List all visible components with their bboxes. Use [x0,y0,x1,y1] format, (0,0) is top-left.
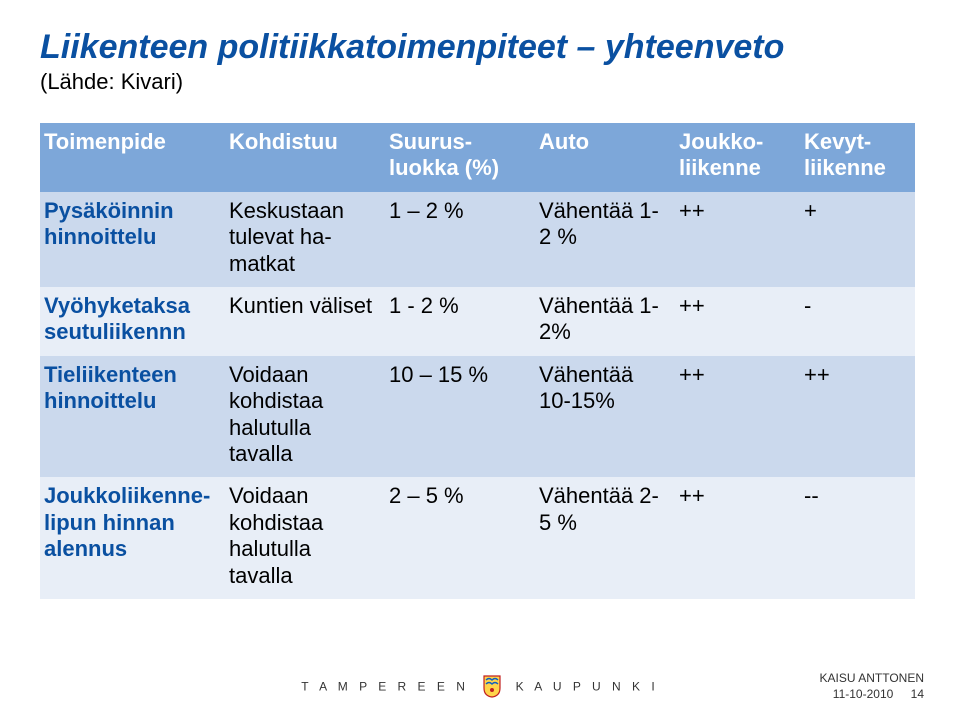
table-cell: Vähentää 1-2 % [535,192,675,287]
table-cell: Joukkoliikenne-lipun hinnan alennus [40,477,225,599]
table-cell: 1 – 2 % [385,192,535,287]
footer-city-right: K A U P U N K I [516,680,659,694]
table-cell: ++ [800,356,915,478]
table-cell: Vähentää 1-2% [535,287,675,356]
footer-date: 11-10-2010 [833,687,894,701]
table-cell: Keskustaan tulevat ha-matkat [225,192,385,287]
policy-table: Toimenpide Kohdistuu Suurus- luokka (%) … [40,123,915,599]
table-cell: Vähentää 2-5 % [535,477,675,599]
table-cell: ++ [675,477,800,599]
footer-author: KAISU ANTTONEN [820,670,924,686]
footer-right: KAISU ANTTONEN 11-10-2010 14 [820,670,924,702]
table-row: Tieliikenteen hinnoittelu Voidaan kohdis… [40,356,915,478]
footer-city-left: T A M P E R E E N [301,680,469,694]
table-cell: Tieliikenteen hinnoittelu [40,356,225,478]
slide-subtitle: (Lähde: Kivari) [40,69,920,95]
table-cell: - [800,287,915,356]
table-row: Pysäköinnin hinnoittelu Keskustaan tulev… [40,192,915,287]
table-cell: Vähentää 10-15% [535,356,675,478]
table-header-cell: Suurus- luokka (%) [385,123,535,192]
table-cell: ++ [675,192,800,287]
table-cell: Pysäköinnin hinnoittelu [40,192,225,287]
table-cell: -- [800,477,915,599]
slide-title: Liikenteen politiikkatoimenpiteet – yhte… [40,28,920,67]
table-cell: Voidaan kohdistaa halutulla tavalla [225,356,385,478]
table-cell: 10 – 15 % [385,356,535,478]
table-cell: 1 - 2 % [385,287,535,356]
table-header-cell: Toimenpide [40,123,225,192]
table-header-cell: Kohdistuu [225,123,385,192]
footer-center: T A M P E R E E N K A U P U N K I [0,674,960,701]
table-cell: Kuntien väliset [225,287,385,356]
table-cell: + [800,192,915,287]
table-row: Joukkoliikenne-lipun hinnan alennus Void… [40,477,915,599]
city-crest-icon [482,674,502,701]
footer-page-number: 14 [911,686,924,702]
table-cell: ++ [675,287,800,356]
table-cell: Vyöhyketaksa seutuliikennn [40,287,225,356]
table-header-cell: Joukko- liikenne [675,123,800,192]
footer: T A M P E R E E N K A U P U N K I KAISU … [0,666,960,706]
table-header-cell: Kevyt- liikenne [800,123,915,192]
table-row: Vyöhyketaksa seutuliikennn Kuntien välis… [40,287,915,356]
table-cell: ++ [675,356,800,478]
table-header-cell: Auto [535,123,675,192]
slide: Liikenteen politiikkatoimenpiteet – yhte… [0,0,960,716]
table-cell: 2 – 5 % [385,477,535,599]
table-cell: Voidaan kohdistaa halutulla tavalla [225,477,385,599]
table-header-row: Toimenpide Kohdistuu Suurus- luokka (%) … [40,123,915,192]
